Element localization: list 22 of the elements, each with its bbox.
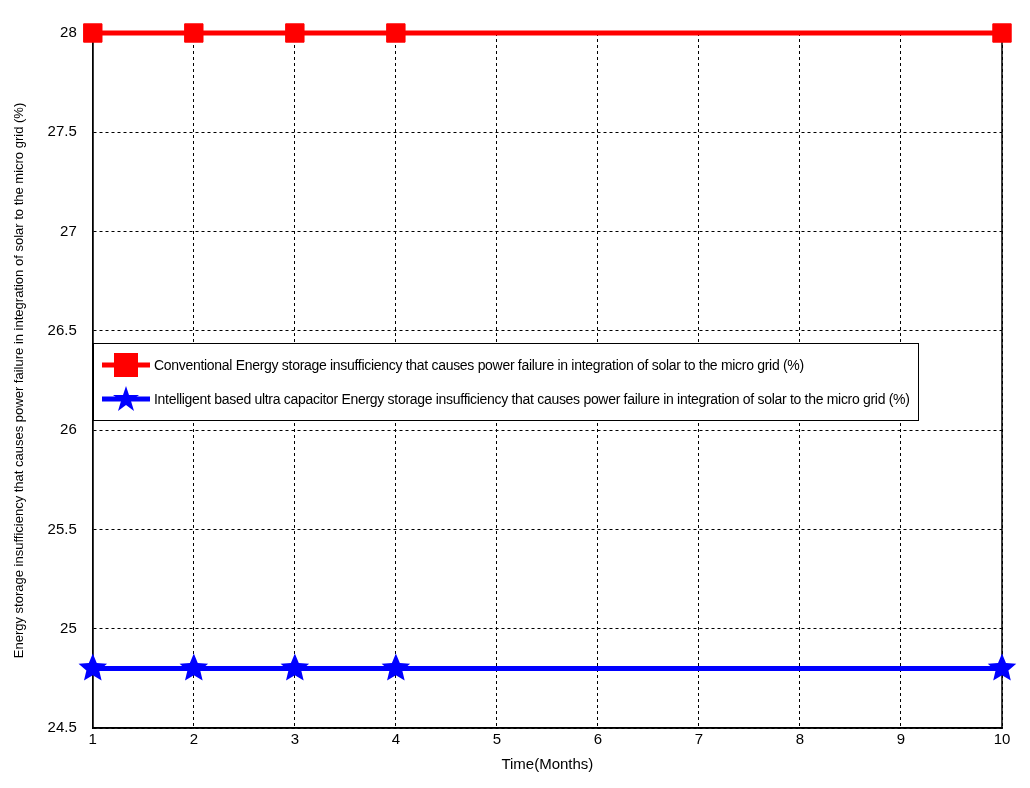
legend-label: Intelligent based ultra capacitor Energy storage insufficiency that causes power failure in integration of solar to the micro grid (%) xyxy=(154,391,910,407)
x-tick-label: 7 xyxy=(694,730,704,748)
y-tick-label: 26 xyxy=(60,420,77,438)
x-tick-label: 1 xyxy=(88,730,97,748)
x-tick-label: 6 xyxy=(593,730,603,748)
y-tick-label: 27 xyxy=(60,221,77,239)
y-tick-label: 26.5 xyxy=(47,321,77,338)
y-tick-label: 25 xyxy=(60,618,77,636)
y-axis-title: Energy storage insufficiency that causes power failure in integration of solar to the micro grid (%) xyxy=(11,102,27,659)
y-tick-label: 24.5 xyxy=(47,718,77,736)
y-tick-label: 27.5 xyxy=(47,122,77,140)
x-tick-label: 3 xyxy=(290,730,300,748)
x-tick-label: 8 xyxy=(795,730,805,748)
x-tick-label: 9 xyxy=(896,730,906,748)
legend-label: Conventional Energy storage insufficiency that causes power failure in integration of solar to the micro grid (%) xyxy=(154,357,804,373)
x-tick-label: 5 xyxy=(492,730,502,748)
y-tick-label: 25.5 xyxy=(47,519,77,537)
x-tick-label: 4 xyxy=(391,730,401,748)
y-tick-label: 28 xyxy=(60,23,77,41)
x-axis-title: Time(Months) xyxy=(501,755,594,773)
x-tick-label: 10 xyxy=(993,730,1011,748)
x-tick-label: 2 xyxy=(189,730,198,748)
